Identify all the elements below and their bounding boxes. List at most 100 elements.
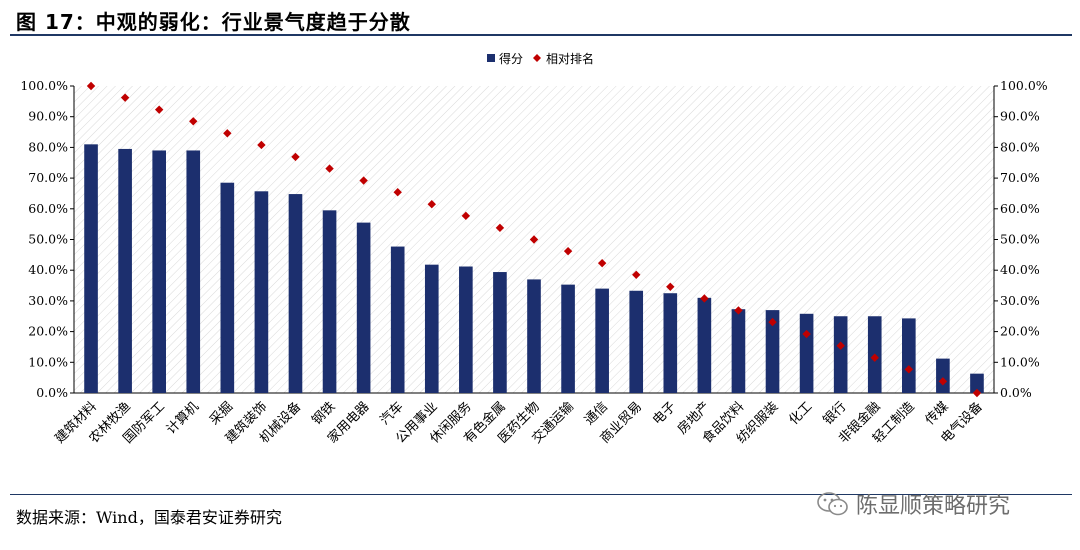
bars	[84, 144, 984, 393]
rank-marker	[870, 353, 879, 362]
bar	[424, 264, 439, 393]
figure-title: 图 17：中观的弱化：行业景气度趋于分散	[16, 10, 411, 34]
rank-marker	[393, 188, 402, 197]
category-label: 化工	[786, 399, 815, 428]
bar	[390, 246, 405, 393]
bar	[118, 148, 132, 393]
y-tick-label-right: 0.0%	[1000, 385, 1032, 400]
rank-marker	[495, 223, 505, 233]
legend-marker-label: 相对排名	[546, 51, 594, 66]
bar	[459, 266, 473, 393]
rank-marker	[359, 176, 368, 185]
rank-marker	[768, 317, 777, 327]
y-tick-label-right: 10.0%	[1000, 354, 1040, 369]
bar	[322, 210, 337, 393]
watermark-text: 陈显顺策略研究	[856, 494, 1011, 519]
bar	[902, 318, 916, 393]
bar	[697, 297, 712, 393]
y-tick-label-left: 0.0%	[36, 385, 68, 400]
rank-marker	[666, 282, 675, 291]
y-tick-label-left: 10.0%	[28, 354, 68, 369]
rank-marker	[86, 81, 96, 91]
rank-marker	[972, 388, 982, 398]
rank-marker	[154, 105, 164, 114]
category-label: 传媒	[923, 399, 952, 428]
watermark: 陈显顺策略研究	[816, 488, 1010, 520]
y-tick-label-left: 20.0%	[28, 324, 68, 339]
rank-markers	[86, 81, 982, 398]
legend-marker-swatch	[533, 54, 541, 62]
category-label: 银行	[820, 399, 849, 428]
bar	[152, 150, 166, 393]
y-tick-label-right: 80.0%	[1000, 139, 1040, 154]
y-tick-label-left: 70.0%	[28, 170, 68, 185]
legend-bar-label: 得分	[499, 51, 523, 66]
bar	[765, 310, 780, 393]
rank-marker	[700, 294, 709, 303]
y-tick-label-right: 40.0%	[1000, 262, 1040, 277]
rank-marker	[529, 235, 539, 244]
y-tick-label-left: 40.0%	[28, 262, 68, 277]
rank-marker	[632, 270, 641, 280]
y-tick-label-left: 100.0%	[20, 78, 68, 93]
bar	[799, 313, 814, 393]
category-label: 采掘	[207, 399, 236, 428]
bar	[970, 373, 984, 393]
rank-marker	[802, 329, 811, 339]
bar	[561, 284, 575, 393]
rank-marker	[189, 117, 198, 126]
category-label: 汽车	[377, 399, 407, 429]
rank-marker	[938, 377, 948, 386]
source-note: 数据来源：Wind，国泰君安证券研究	[16, 508, 282, 527]
y-tick-label-right: 20.0%	[1000, 324, 1040, 339]
rank-marker	[120, 93, 130, 102]
category-label: 通信	[582, 399, 611, 428]
legend-bar-swatch	[487, 54, 495, 62]
rank-marker	[597, 258, 607, 268]
bar	[833, 316, 848, 393]
y-tick-label-right: 70.0%	[1000, 170, 1040, 185]
bar	[84, 144, 98, 393]
y-tick-label-left: 80.0%	[28, 139, 68, 154]
rank-marker	[563, 246, 573, 256]
bar	[527, 279, 541, 393]
y-tick-label-right: 50.0%	[1000, 232, 1040, 247]
bar	[220, 182, 235, 393]
tick-labels: 100.0% 100.0% 90.0% 90.0% 80.0% 80.0% 70.0% 70.…	[20, 78, 1047, 400]
category-label: 计算机	[164, 399, 202, 437]
rank-marker	[325, 164, 334, 173]
rank-marker	[223, 129, 232, 138]
bottom-rule	[10, 494, 1072, 495]
y-tick-label-right: 90.0%	[1000, 109, 1040, 124]
bar	[288, 194, 303, 393]
rank-marker	[291, 152, 300, 162]
legend: 得分 相对排名	[487, 51, 594, 66]
y-tick-label-left: 90.0%	[28, 109, 68, 124]
category-label: 钢铁	[309, 399, 338, 428]
bar	[493, 272, 507, 393]
bar	[731, 309, 746, 393]
rank-marker	[461, 211, 471, 221]
bar	[254, 191, 269, 393]
rank-marker	[836, 341, 845, 350]
bar	[936, 358, 950, 393]
bar	[186, 150, 201, 393]
rank-marker	[734, 306, 743, 315]
rank-marker	[427, 199, 436, 209]
wechat-icon	[817, 492, 848, 516]
y-tick-label-right: 100.0%	[1000, 78, 1048, 93]
y-tick-label-left: 50.0%	[28, 232, 68, 247]
bar	[663, 293, 678, 393]
bar	[629, 290, 644, 393]
chart: 得分 相对排名 100.0% 100.0% 90.0% 90.0% 80.0% 80.0%…	[20, 51, 1047, 447]
bar	[595, 288, 609, 393]
y-tick-label-left: 30.0%	[28, 293, 68, 308]
top-rule	[10, 34, 1072, 36]
y-tick-label-left: 60.0%	[28, 201, 68, 216]
y-tick-label-right: 30.0%	[1000, 293, 1040, 308]
bar	[356, 222, 371, 393]
y-tick-label-right: 60.0%	[1000, 201, 1040, 216]
category-label: 电子	[650, 399, 679, 428]
rank-marker	[904, 365, 914, 374]
